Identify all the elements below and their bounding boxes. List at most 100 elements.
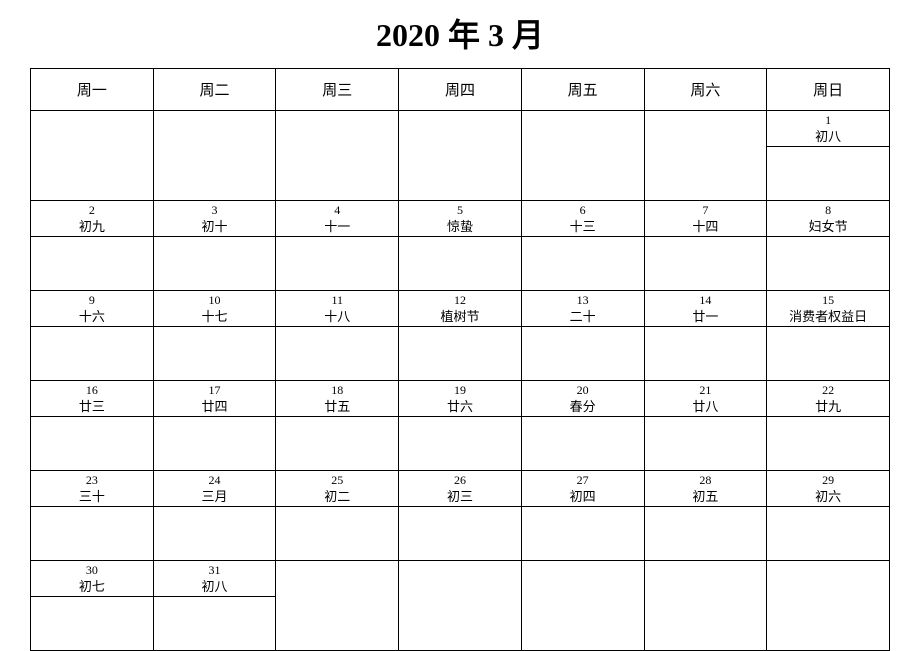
calendar-day-cell: 22廿九 (767, 381, 890, 471)
day-lunar-label: 初三 (399, 489, 521, 506)
day-lunar-label: 十四 (645, 219, 767, 236)
day-note-area (31, 597, 153, 650)
day-number: 21 (645, 383, 767, 399)
calendar-day-cell: 16廿三 (31, 381, 154, 471)
day-number: 10 (154, 293, 276, 309)
calendar-day-cell: 17廿四 (153, 381, 276, 471)
day-number: 28 (645, 473, 767, 489)
day-number: 22 (767, 383, 889, 399)
day-note-area (522, 417, 644, 470)
day-note-area (399, 327, 521, 380)
calendar-day-cell: 25初二 (276, 471, 399, 561)
calendar-day-cell (521, 111, 644, 201)
day-number: 24 (154, 473, 276, 489)
day-note-area (767, 507, 889, 560)
day-lunar-label: 妇女节 (767, 219, 889, 236)
day-note-area (399, 237, 521, 290)
weekday-thu: 周四 (399, 69, 522, 111)
calendar-week-row: 16廿三17廿四18廿五19廿六20春分21廿八22廿九 (31, 381, 890, 471)
day-lunar-label: 廿九 (767, 399, 889, 416)
calendar-day-cell (399, 561, 522, 651)
day-number: 13 (522, 293, 644, 309)
calendar-week-row: 1初八 (31, 111, 890, 201)
day-note-area (276, 327, 398, 380)
day-number: 19 (399, 383, 521, 399)
calendar-day-cell: 1初八 (767, 111, 890, 201)
weekday-wed: 周三 (276, 69, 399, 111)
calendar-day-cell (31, 111, 154, 201)
day-lunar-label: 廿八 (645, 399, 767, 416)
day-note-area (767, 237, 889, 290)
calendar-day-cell: 23三十 (31, 471, 154, 561)
day-lunar-label: 初八 (767, 129, 889, 146)
weekday-header-row: 周一 周二 周三 周四 周五 周六 周日 (31, 69, 890, 111)
day-note-area (31, 417, 153, 470)
day-number: 17 (154, 383, 276, 399)
day-lunar-label: 二十 (522, 309, 644, 326)
day-note-area (645, 417, 767, 470)
day-number: 16 (31, 383, 153, 399)
day-note-area (522, 237, 644, 290)
day-lunar-label: 三十 (31, 489, 153, 506)
day-number: 7 (645, 203, 767, 219)
calendar-day-cell: 15消费者权益日 (767, 291, 890, 381)
day-note-area (31, 237, 153, 290)
day-number: 2 (31, 203, 153, 219)
day-lunar-label: 初二 (276, 489, 398, 506)
day-lunar-label: 十六 (31, 309, 153, 326)
calendar-day-cell: 12植树节 (399, 291, 522, 381)
day-lunar-label: 十一 (276, 219, 398, 236)
calendar-title: 2020 年 3 月 (30, 10, 890, 56)
day-lunar-label: 植树节 (399, 309, 521, 326)
day-note-area (31, 327, 153, 380)
calendar-body: 1初八2初九3初十4十一5惊蛰6十三7十四8妇女节9十六10十七11十八12植树… (31, 111, 890, 651)
calendar-day-cell: 7十四 (644, 201, 767, 291)
day-number: 20 (522, 383, 644, 399)
calendar-day-cell: 18廿五 (276, 381, 399, 471)
day-lunar-label: 廿五 (276, 399, 398, 416)
calendar-day-cell (644, 111, 767, 201)
day-lunar-label: 消费者权益日 (767, 309, 889, 326)
calendar-day-cell (644, 561, 767, 651)
day-note-area (154, 417, 276, 470)
day-lunar-label: 十八 (276, 309, 398, 326)
day-number: 23 (31, 473, 153, 489)
calendar-week-row: 23三十24三月25初二26初三27初四28初五29初六 (31, 471, 890, 561)
day-note-area (154, 597, 276, 650)
calendar-day-cell: 3初十 (153, 201, 276, 291)
calendar-day-cell: 9十六 (31, 291, 154, 381)
day-number: 30 (31, 563, 153, 579)
calendar-day-cell: 13二十 (521, 291, 644, 381)
day-number: 4 (276, 203, 398, 219)
calendar-day-cell: 27初四 (521, 471, 644, 561)
day-number: 1 (767, 113, 889, 129)
day-lunar-label: 廿三 (31, 399, 153, 416)
calendar-day-cell: 5惊蛰 (399, 201, 522, 291)
day-lunar-label: 初五 (645, 489, 767, 506)
calendar-day-cell: 19廿六 (399, 381, 522, 471)
weekday-sun: 周日 (767, 69, 890, 111)
day-lunar-label: 惊蛰 (399, 219, 521, 236)
day-note-area (276, 237, 398, 290)
calendar-day-cell: 2初九 (31, 201, 154, 291)
calendar-day-cell: 10十七 (153, 291, 276, 381)
day-note-area (645, 327, 767, 380)
calendar-day-cell: 4十一 (276, 201, 399, 291)
day-lunar-label: 初七 (31, 579, 153, 596)
day-number: 26 (399, 473, 521, 489)
calendar-day-cell: 30初七 (31, 561, 154, 651)
weekday-mon: 周一 (31, 69, 154, 111)
day-number: 27 (522, 473, 644, 489)
day-note-area (767, 327, 889, 380)
calendar-week-row: 2初九3初十4十一5惊蛰6十三7十四8妇女节 (31, 201, 890, 291)
day-number: 14 (645, 293, 767, 309)
day-lunar-label: 三月 (154, 489, 276, 506)
day-lunar-label: 十三 (522, 219, 644, 236)
weekday-tue: 周二 (153, 69, 276, 111)
day-note-area (276, 507, 398, 560)
day-note-area (522, 327, 644, 380)
day-note-area (31, 507, 153, 560)
day-note-area (399, 417, 521, 470)
day-number: 5 (399, 203, 521, 219)
calendar-day-cell (399, 111, 522, 201)
